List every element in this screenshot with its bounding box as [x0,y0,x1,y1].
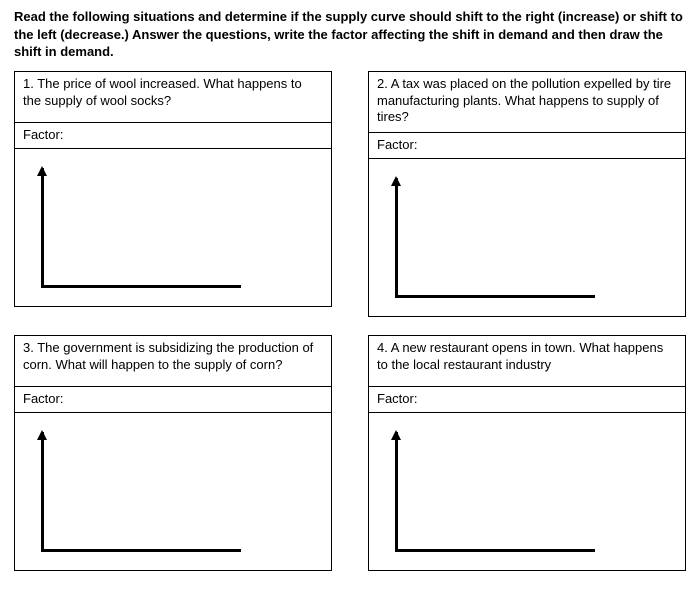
question-box: 3. The government is subsidizing the pro… [14,335,332,387]
question-cell-3: 3. The government is subsidizing the pro… [14,335,332,571]
question-number: 2. [377,76,388,91]
y-axis [395,178,398,298]
graph-box [14,149,332,307]
y-axis [41,168,44,288]
worksheet-instructions: Read the following situations and determ… [14,8,686,61]
factor-box: Factor: [14,123,332,149]
y-axis-arrow-icon [391,176,401,186]
y-axis-arrow-icon [37,430,47,440]
question-text: A new restaurant opens in town. What hap… [377,340,663,372]
y-axis [395,432,398,552]
factor-box: Factor: [368,387,686,413]
question-number: 3. [23,340,34,355]
factor-label: Factor: [377,391,417,406]
factor-label: Factor: [23,127,63,142]
question-number: 4. [377,340,388,355]
x-axis [41,285,241,288]
y-axis-arrow-icon [391,430,401,440]
question-text: The government is subsidizing the produc… [23,340,313,372]
graph-axes [395,178,595,298]
graph-box [14,413,332,571]
y-axis [41,432,44,552]
x-axis [395,549,595,552]
factor-box: Factor: [368,133,686,159]
factor-label: Factor: [377,137,417,152]
x-axis [395,295,595,298]
factor-box: Factor: [14,387,332,413]
question-grid: 1. The price of wool increased. What hap… [14,71,686,572]
factor-label: Factor: [23,391,63,406]
graph-axes [395,432,595,552]
graph-box [368,159,686,317]
graph-axes [41,432,241,552]
question-box: 1. The price of wool increased. What hap… [14,71,332,123]
graph-box [368,413,686,571]
question-box: 2. A tax was placed on the pollution exp… [368,71,686,134]
x-axis [41,549,241,552]
question-number: 1. [23,76,34,91]
y-axis-arrow-icon [37,166,47,176]
question-box: 4. A new restaurant opens in town. What … [368,335,686,387]
question-cell-1: 1. The price of wool increased. What hap… [14,71,332,318]
question-text: A tax was placed on the pollution expell… [377,76,671,125]
question-text: The price of wool increased. What happen… [23,76,302,108]
question-cell-4: 4. A new restaurant opens in town. What … [368,335,686,571]
question-cell-2: 2. A tax was placed on the pollution exp… [368,71,686,318]
graph-axes [41,168,241,288]
